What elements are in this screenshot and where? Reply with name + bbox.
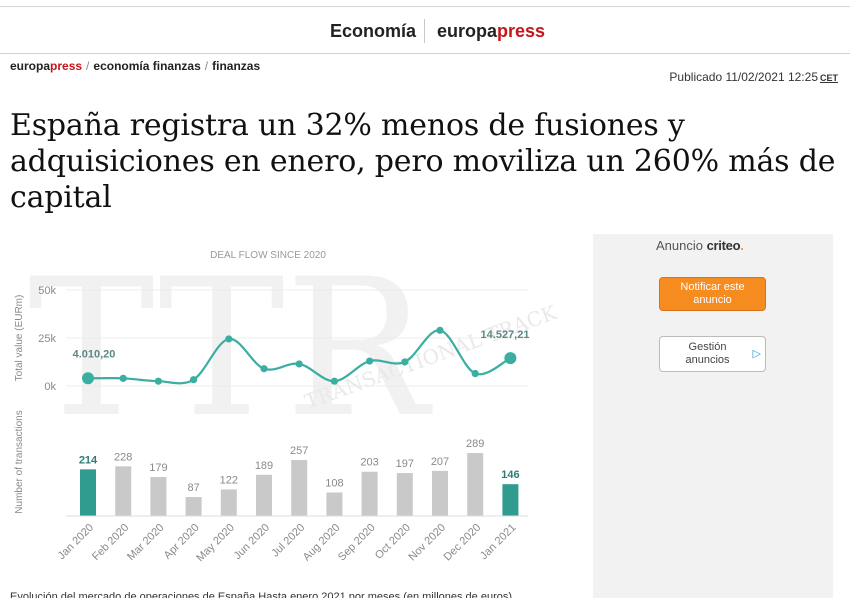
publish-date: Publicado 11/02/2021 12:25 CET <box>669 70 838 84</box>
x-tick-label: Sep 2020 <box>336 522 378 564</box>
breadcrumb-home-prefix: europa <box>10 59 51 73</box>
article-chart: TTR TRANSACTIONAL TRACK RECORD DEAL FLOW S… <box>8 234 560 584</box>
count-bar <box>291 459 308 516</box>
value-point <box>190 376 198 384</box>
x-tick-label: Mar 2020 <box>125 522 166 563</box>
breadcrumb-separator: / <box>204 59 209 73</box>
breadcrumb-separator: / <box>86 59 90 73</box>
ad-label-text: Anuncio <box>656 238 703 253</box>
value-point <box>295 360 303 368</box>
count-bar-label: 146 <box>501 469 519 481</box>
criteo-logo: criteo <box>706 238 741 253</box>
x-tick-label: Feb 2020 <box>90 522 131 563</box>
count-bar-label: 257 <box>290 445 308 457</box>
criteo-logo-dot: . <box>740 238 744 253</box>
count-bar-label: 289 <box>466 438 484 450</box>
count-bar-label: 108 <box>325 477 343 489</box>
count-bar <box>432 470 448 516</box>
value-tick-label: 50k <box>38 285 56 297</box>
ad-label: Anuncio criteo. <box>656 238 744 253</box>
value-point <box>401 358 409 366</box>
chart-caption: Evolución del mercado de operaciones de … <box>10 591 513 598</box>
count-bar <box>256 474 272 516</box>
value-point <box>471 369 479 378</box>
watermark-logo: TTR <box>28 238 433 459</box>
x-tick-label: Aug 2020 <box>301 522 343 564</box>
brand-suffix: press <box>497 21 546 41</box>
count-bar-label: 122 <box>220 474 238 486</box>
count-bar-label: 189 <box>255 460 273 472</box>
publish-date-text: Publicado 11/02/2021 12:25 <box>669 70 818 84</box>
count-bar-label: 203 <box>360 457 378 469</box>
count-bar <box>220 489 237 516</box>
value-point <box>260 365 268 373</box>
notify-ad-button[interactable]: Notificar este anuncio <box>659 277 766 311</box>
value-tick-label: 25k <box>38 333 56 345</box>
x-tick-label: Nov 2020 <box>406 522 448 564</box>
breadcrumb-item-finanzas[interactable]: finanzas <box>212 59 261 73</box>
value-point <box>504 352 517 365</box>
brand-logo[interactable]: europapress <box>437 21 545 42</box>
adchoices-icon: ▷ <box>752 348 761 360</box>
breadcrumb-home-suffix: press <box>50 59 83 73</box>
count-bar-label: 207 <box>431 456 449 468</box>
value-point <box>330 377 338 385</box>
count-bar-label: 179 <box>149 462 167 474</box>
ad-panel: Anuncio criteo. Notificar este anuncio G… <box>593 234 833 598</box>
header-divider <box>424 19 425 43</box>
value-point <box>366 357 374 365</box>
value-point <box>154 377 162 385</box>
article-headline: España registra un 32% menos de fusiones… <box>10 108 836 215</box>
manage-ads-button[interactable]: Gestión anuncios ▷ <box>659 336 766 372</box>
x-tick-label: Jan 2020 <box>56 522 96 562</box>
count-bar-label: 197 <box>396 458 414 470</box>
section-title[interactable]: Economía <box>329 21 416 41</box>
count-bar <box>502 484 519 516</box>
count-bar <box>467 452 484 516</box>
breadcrumb-item-economia-finanzas[interactable]: economía finanzas <box>93 59 201 73</box>
breadcrumb: europapress / economía finanzas / finanzas <box>10 59 260 73</box>
breadcrumb-home[interactable]: europapress <box>10 59 82 73</box>
x-tick-label: Dec 2020 <box>442 522 484 564</box>
x-tick-label: Jan 2021 <box>478 522 518 562</box>
count-bar <box>185 497 202 516</box>
count-bar <box>396 473 413 516</box>
manage-ads-label: Gestión anuncios <box>685 341 730 366</box>
count-bar <box>150 476 167 516</box>
brand-prefix: europa <box>437 21 498 41</box>
count-bar-label: 87 <box>187 482 199 494</box>
value-tick-label: 0k <box>44 381 56 393</box>
value-label-last: 14.527,21 <box>481 329 530 341</box>
count-bar <box>361 471 378 516</box>
count-bar <box>115 466 132 516</box>
value-point <box>119 374 127 382</box>
site-header: Economía europapress <box>0 6 850 54</box>
timezone-abbr[interactable]: CET <box>820 73 838 83</box>
count-bar-label: 214 <box>79 454 98 466</box>
count-axis-label: Number of transactions <box>14 410 25 513</box>
value-point <box>225 335 233 343</box>
value-axis-label: Total value (EURm) <box>14 295 25 382</box>
value-point <box>436 326 444 334</box>
count-bar <box>326 492 343 516</box>
x-tick-label: Jun 2020 <box>232 522 272 562</box>
count-bar <box>80 469 96 516</box>
count-bar-label: 228 <box>114 451 132 463</box>
value-label-first: 4.010,20 <box>73 348 116 360</box>
x-tick-label: May 2020 <box>194 522 237 565</box>
chart-title: DEAL FLOW SINCE 2020 <box>210 250 326 261</box>
value-point <box>82 372 94 385</box>
